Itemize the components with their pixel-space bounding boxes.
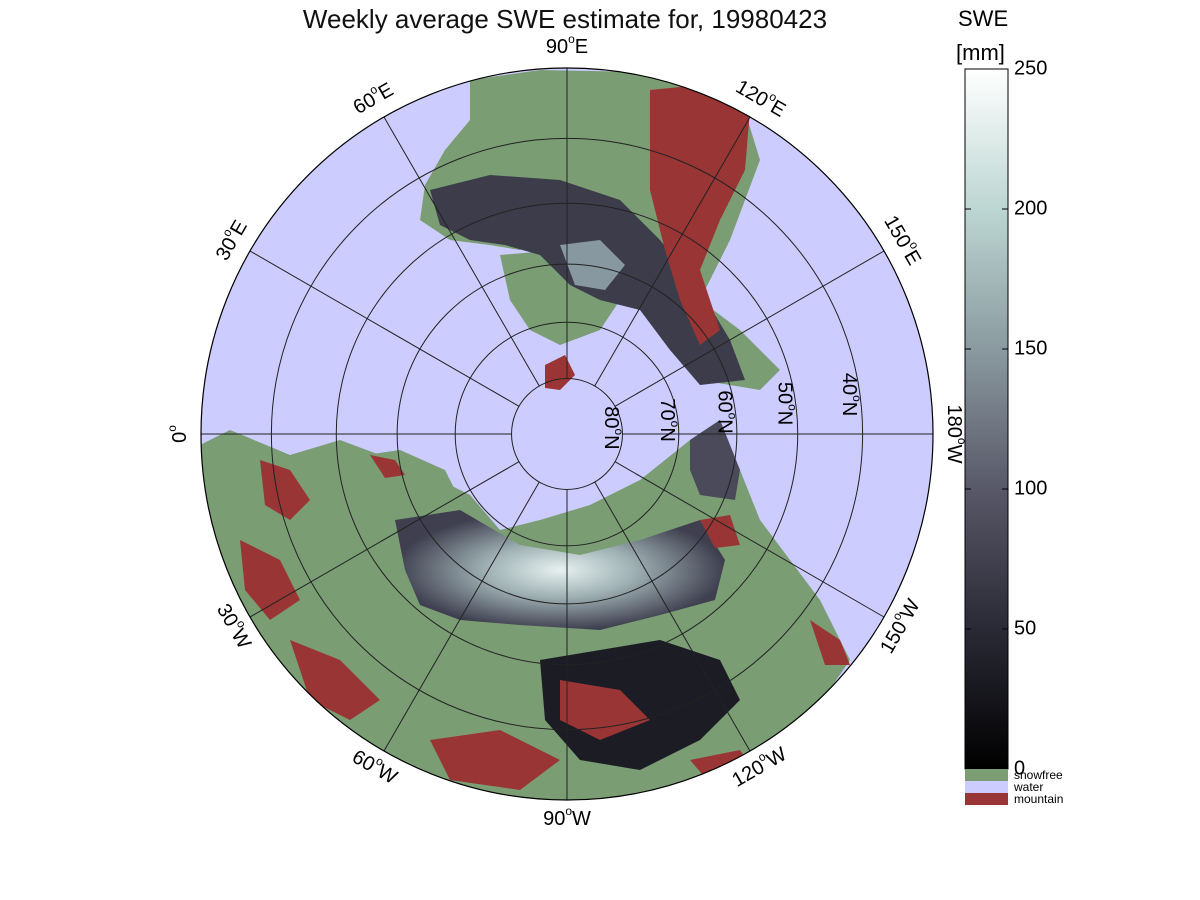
legend-swatch-water: [965, 781, 1008, 793]
meridian-label-30: 30oE: [208, 215, 252, 265]
colorbar-label-unit: [mm]: [956, 40, 1005, 65]
legend-swatch-snowfree: [965, 769, 1008, 781]
parallel-label-40: 40oN: [838, 373, 864, 416]
colorbar-tick-label: 250: [1014, 57, 1047, 79]
colorbar-tick-label: 0: [1014, 757, 1025, 779]
colorbar-tick-label: 100: [1014, 477, 1047, 499]
colorbar-label-swe: SWE: [958, 6, 1008, 31]
meridian-150: [614, 250, 885, 407]
meridian--60: [383, 481, 540, 752]
parallel-label-50: 50oN: [773, 382, 799, 425]
legend-label-water: water: [1013, 780, 1043, 794]
meridian--150: [614, 461, 885, 618]
meridian--120: [594, 481, 751, 752]
meridian-120: [594, 116, 751, 387]
parallel-label-70: 70oN: [656, 398, 682, 441]
graticule: [201, 68, 933, 800]
colorbar-gradient: [964, 68, 1009, 770]
parallel-labels: 80oN 70oN 60oN 50oN 40oN: [600, 373, 864, 450]
meridian-label-60: 60oE: [348, 75, 398, 119]
meridian-30: [249, 250, 520, 407]
meridian-label-180: 180oW: [943, 405, 969, 464]
meridian-60: [383, 116, 540, 387]
legend-swatch-mountain: [965, 793, 1008, 805]
meridian-label-90: 90oE: [546, 32, 588, 58]
colorbar-tick-label: 200: [1014, 197, 1047, 219]
legend-label-snowfree: snowfree: [1014, 768, 1063, 782]
legend-label-mountain: mountain: [1014, 792, 1063, 806]
map-border: [200, 67, 934, 801]
colorbar-tick-label: 150: [1014, 337, 1047, 359]
meridian--30: [249, 461, 520, 618]
parallel-label-60: 60oN: [713, 390, 739, 433]
meridian-label-0: 0o: [165, 425, 191, 443]
parallel-label-80: 80oN: [600, 406, 626, 449]
meridian-label--90: 90oW: [543, 804, 591, 830]
map-disk: [201, 68, 933, 800]
colorbar: SWE [mm] 0 50 100 150 200 250 snowfreewatermo…: [956, 6, 1063, 806]
swe-field: [395, 175, 745, 770]
map-title: Weekly average SWE estimate for, 1998042…: [302, 4, 828, 34]
colorbar-tick-label: 50: [1014, 617, 1036, 639]
colorbar-ticks: 0 50 100 150 200 250: [965, 57, 1047, 779]
